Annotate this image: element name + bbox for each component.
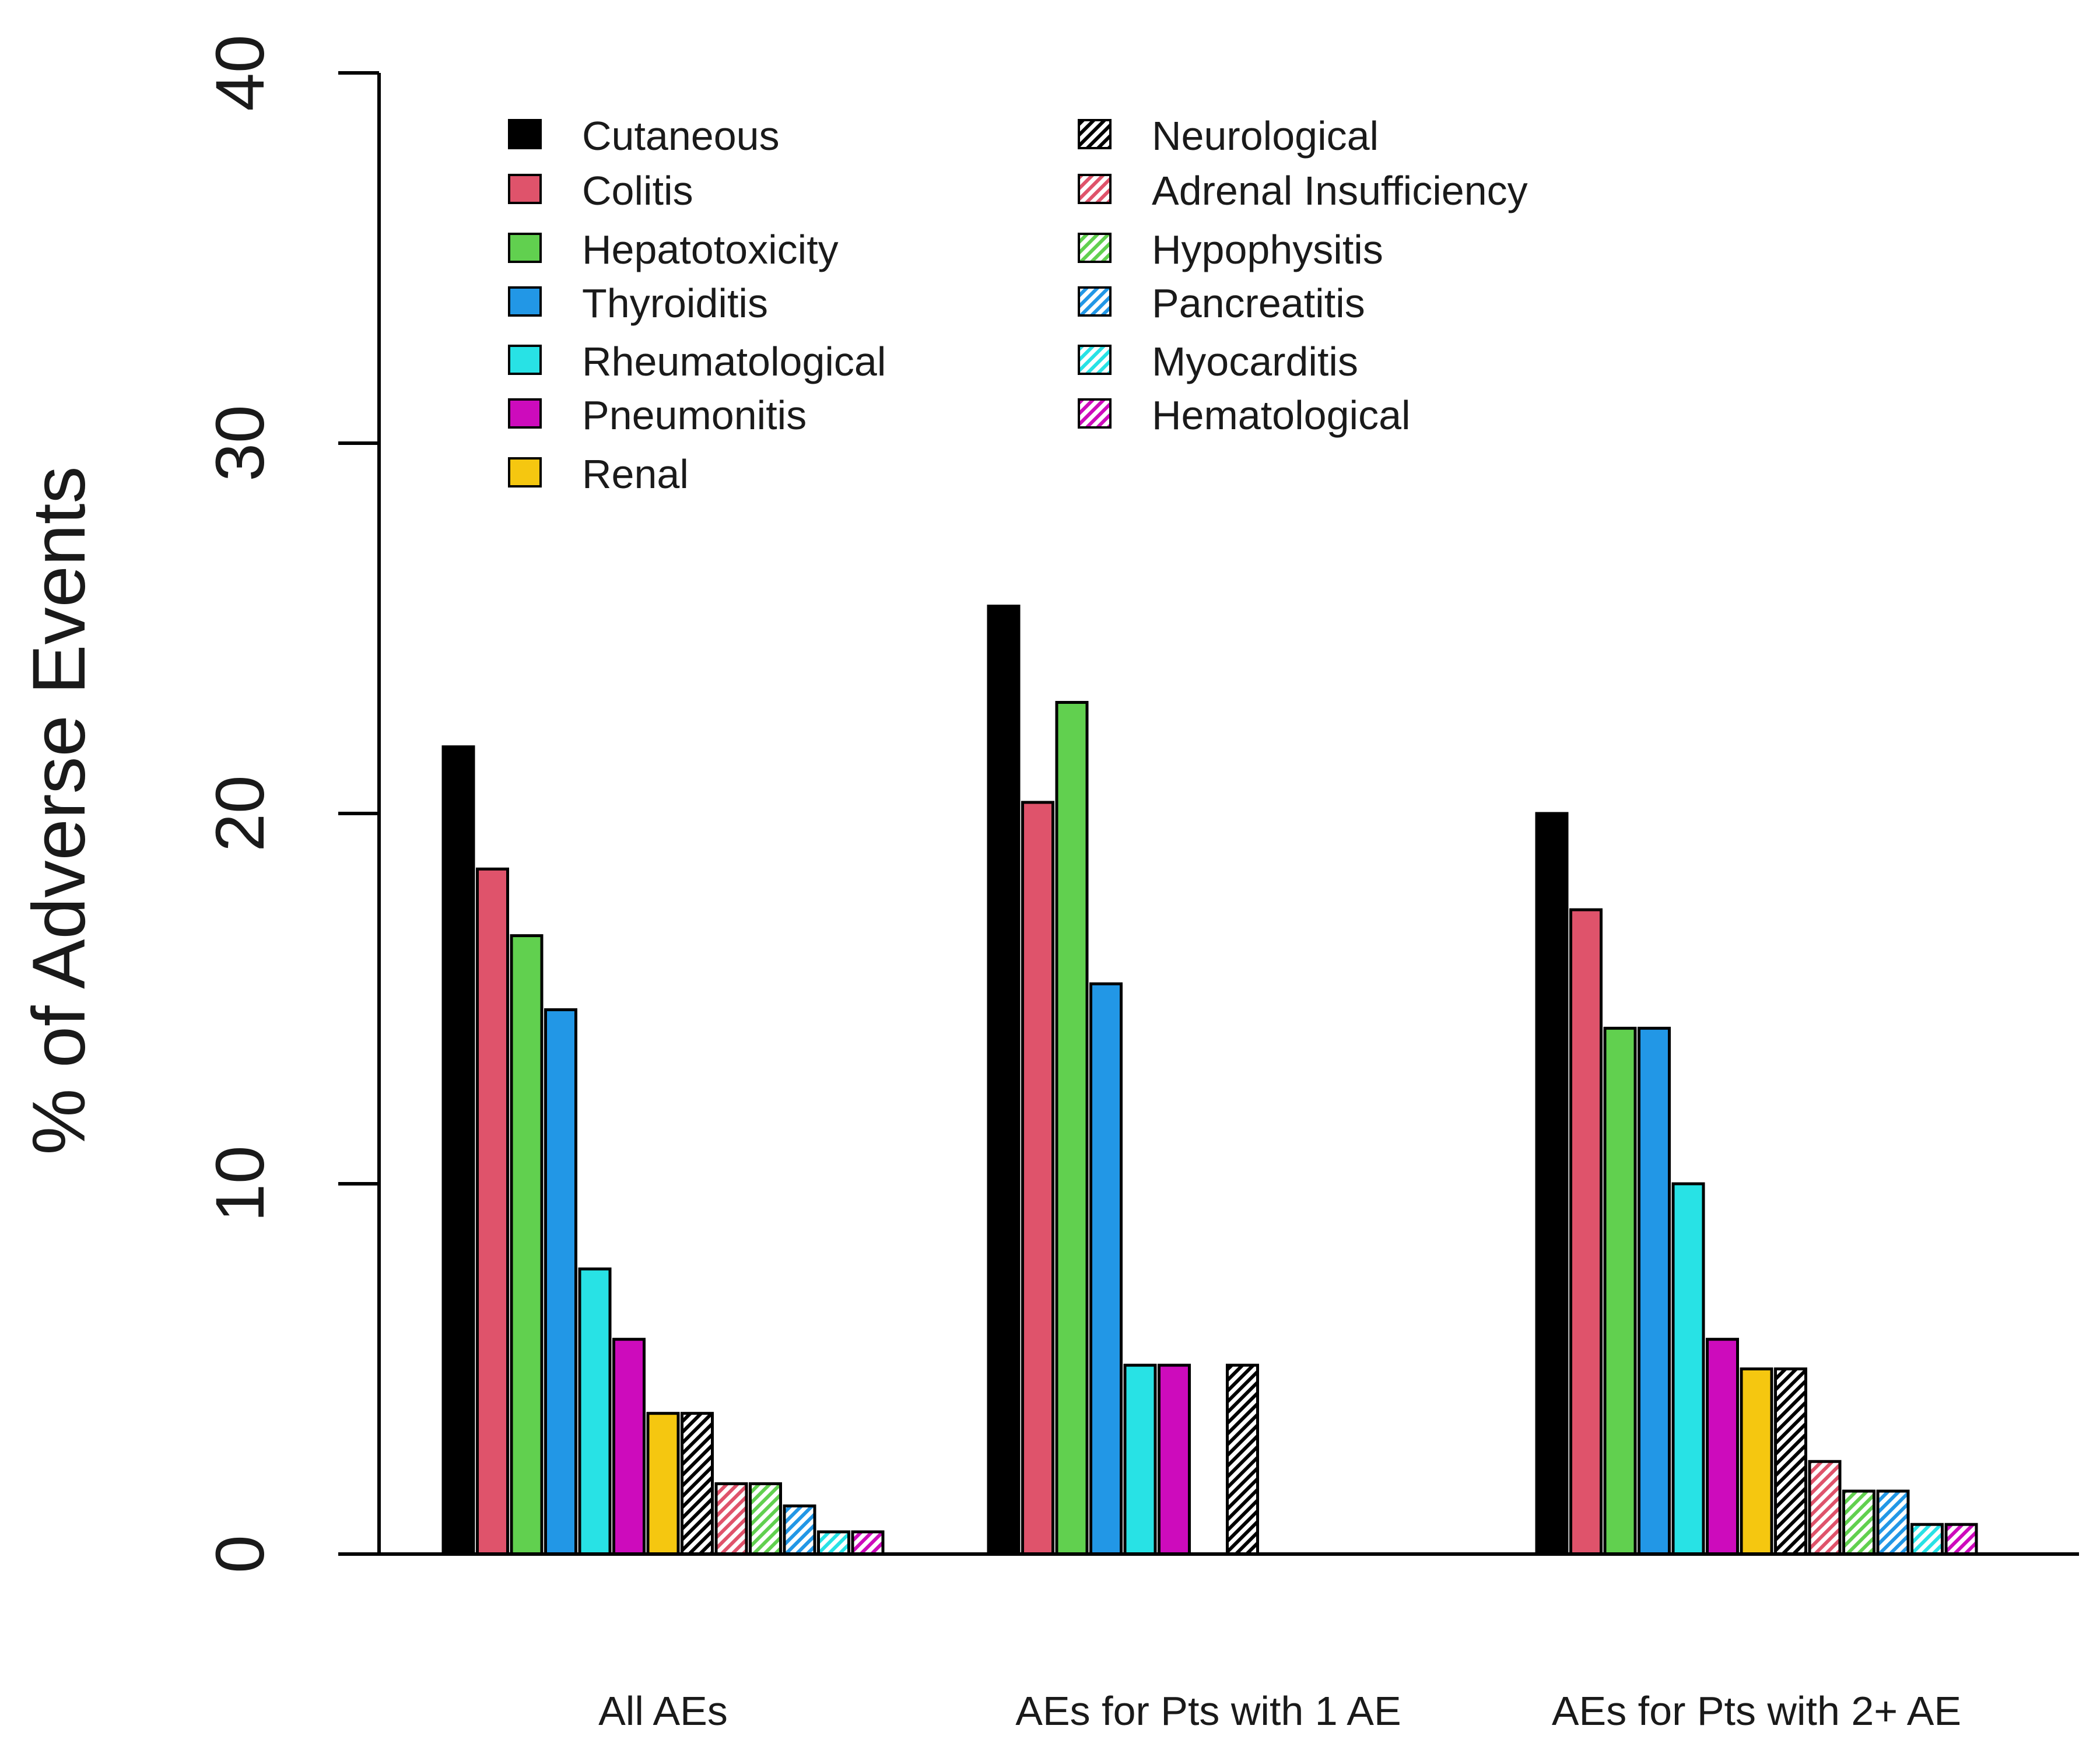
- bar-thyroiditis: [1089, 982, 1123, 1556]
- bar-myocarditis: [817, 1530, 850, 1556]
- y-axis-title: % of Adverse Events: [17, 466, 101, 1155]
- legend-label-colitis: Colitis: [582, 168, 693, 213]
- legend-label-renal: Renal: [582, 451, 689, 497]
- category-label: All AEs: [598, 1688, 728, 1734]
- legend-swatch-pneumonitis: [508, 398, 542, 429]
- bar-hepatotoxicity: [1055, 701, 1089, 1556]
- y-axis: 0 10 20 30 40: [202, 34, 381, 1573]
- legend-label-pancreatitis: Pancreatitis: [1152, 280, 1365, 326]
- legend-label-pneumonitis: Pneumonitis: [582, 392, 807, 438]
- bar-hepatotoxicity: [510, 934, 544, 1556]
- legend-label-hepatotoxicity: Hepatotoxicity: [582, 227, 839, 272]
- bars: [441, 604, 1978, 1556]
- legend-label-myocarditis: Myocarditis: [1152, 339, 1358, 384]
- bar-thyroiditis: [544, 1008, 577, 1556]
- bar-hematological: [851, 1530, 885, 1556]
- bar-myocarditis: [1910, 1523, 1944, 1556]
- y-tick-label: 30: [202, 405, 279, 481]
- legend: Cutaneous Colitis Hepatotoxicity Thyroiditi…: [508, 113, 1528, 497]
- bar-pneumonitis: [1158, 1363, 1191, 1556]
- bar-pneumonitis: [1706, 1338, 1739, 1556]
- legend-swatch-pancreatitis: [1078, 286, 1112, 317]
- bar-pneumonitis: [612, 1338, 646, 1556]
- y-tick-label: 20: [202, 775, 279, 851]
- legend-swatch-myocarditis: [1078, 345, 1112, 375]
- legend-swatch-rheumatological: [508, 345, 542, 375]
- bar-rheumatological: [1123, 1363, 1157, 1556]
- bar-hypophysitis: [1842, 1489, 1875, 1556]
- bar-neurological: [1774, 1367, 1807, 1556]
- bar-colitis: [1021, 801, 1054, 1556]
- bar-renal: [1740, 1367, 1773, 1556]
- legend-label-hypophysitis: Hypophysitis: [1152, 227, 1383, 272]
- bar-pancreatitis: [783, 1504, 816, 1556]
- bar-renal: [646, 1412, 680, 1556]
- legend-label-cutaneous: Cutaneous: [582, 113, 780, 159]
- bar-neurological: [681, 1412, 714, 1556]
- legend-swatch-adrenal-insufficiency: [1078, 174, 1112, 204]
- legend-label-neurological: Neurological: [1152, 113, 1379, 159]
- legend-swatch-hematological: [1078, 398, 1112, 429]
- bar-adrenal-insufficiency: [714, 1482, 748, 1556]
- legend-swatch-hepatotoxicity: [508, 233, 542, 263]
- category-label: AEs for Pts with 1 AE: [1015, 1688, 1401, 1734]
- legend-swatch-thyroiditis: [508, 286, 542, 317]
- bar-colitis: [1569, 908, 1603, 1556]
- bar-rheumatological: [578, 1267, 612, 1556]
- legend-label-rheumatological: Rheumatological: [582, 339, 886, 384]
- bar-colitis: [476, 867, 509, 1556]
- legend-swatch-renal: [508, 457, 542, 488]
- legend-label-adrenal-insufficiency: Adrenal Insufficiency: [1152, 168, 1528, 213]
- category-label: AEs for Pts with 2+ AE: [1552, 1688, 1961, 1734]
- bar-adrenal-insufficiency: [1808, 1460, 1842, 1556]
- bar-thyroiditis: [1638, 1026, 1671, 1556]
- legend-label-thyroiditis: Thyroiditis: [582, 280, 768, 326]
- bar-cutaneous: [1535, 812, 1569, 1556]
- y-tick-label: 0: [202, 1535, 279, 1573]
- legend-label-hematological: Hematological: [1152, 392, 1411, 438]
- bar-hepatotoxicity: [1603, 1026, 1637, 1556]
- bar-neurological: [1226, 1363, 1259, 1556]
- legend-swatch-cutaneous: [508, 119, 542, 149]
- bar-rheumatological: [1671, 1182, 1705, 1556]
- bar-cutaneous: [987, 604, 1021, 1556]
- bar-cutaneous: [441, 745, 475, 1556]
- legend-swatch-hypophysitis: [1078, 233, 1112, 263]
- bar-pancreatitis: [1876, 1489, 1910, 1556]
- legend-swatch-colitis: [508, 174, 542, 204]
- category-labels: All AEs AEs for Pts with 1 AE AEs for Pts …: [598, 1688, 1961, 1734]
- bar-hematological: [1944, 1523, 1978, 1556]
- y-tick-label: 40: [202, 34, 279, 111]
- y-tick-label: 10: [202, 1145, 279, 1222]
- bar-hypophysitis: [749, 1482, 782, 1556]
- legend-swatch-neurological: [1078, 119, 1112, 149]
